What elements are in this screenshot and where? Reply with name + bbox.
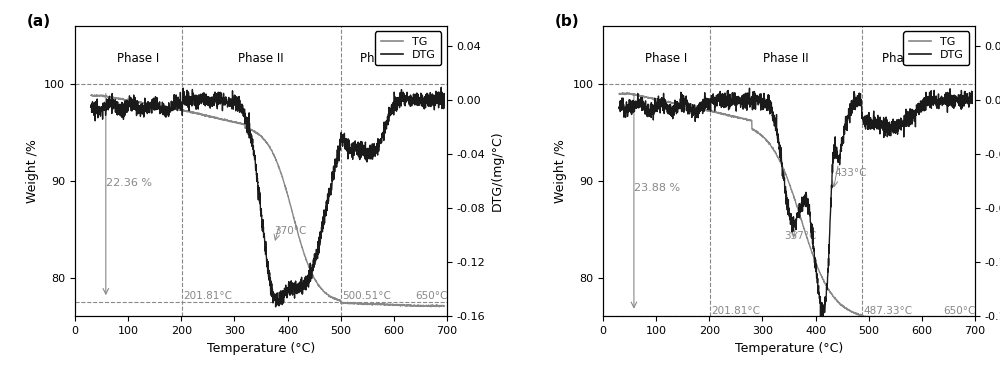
Text: Phase II: Phase II (763, 52, 808, 65)
Text: 650°C: 650°C (415, 291, 447, 301)
Text: (b): (b) (555, 14, 579, 29)
Text: 23.88 %: 23.88 % (634, 183, 680, 192)
Y-axis label: Weight /%: Weight /% (26, 139, 39, 203)
Text: (a): (a) (27, 14, 51, 29)
Text: 487.33°C: 487.33°C (863, 305, 913, 316)
X-axis label: Temperature (°C): Temperature (°C) (735, 342, 843, 355)
Text: 201.81°C: 201.81°C (183, 291, 232, 301)
Text: Phase II: Phase II (238, 52, 284, 65)
Text: 370°C: 370°C (274, 226, 307, 236)
Y-axis label: Weight /%: Weight /% (554, 139, 567, 203)
Text: 357°C: 357°C (784, 231, 816, 241)
Text: 433°C: 433°C (834, 168, 867, 178)
Y-axis label: DTG/(mg/°C): DTG/(mg/°C) (491, 131, 504, 212)
Text: Phase III: Phase III (360, 52, 409, 65)
Legend: TG, DTG: TG, DTG (375, 31, 441, 65)
X-axis label: Temperature (°C): Temperature (°C) (207, 342, 315, 355)
Text: 22.36 %: 22.36 % (106, 178, 152, 188)
Text: Phase I: Phase I (645, 52, 687, 65)
Text: 201.81°C: 201.81°C (711, 305, 760, 316)
Text: Phase I: Phase I (117, 52, 159, 65)
Text: 650°C: 650°C (943, 305, 975, 316)
Legend: TG, DTG: TG, DTG (903, 31, 969, 65)
Text: 500.51°C: 500.51°C (342, 291, 391, 301)
Text: Phase III: Phase III (882, 52, 931, 65)
